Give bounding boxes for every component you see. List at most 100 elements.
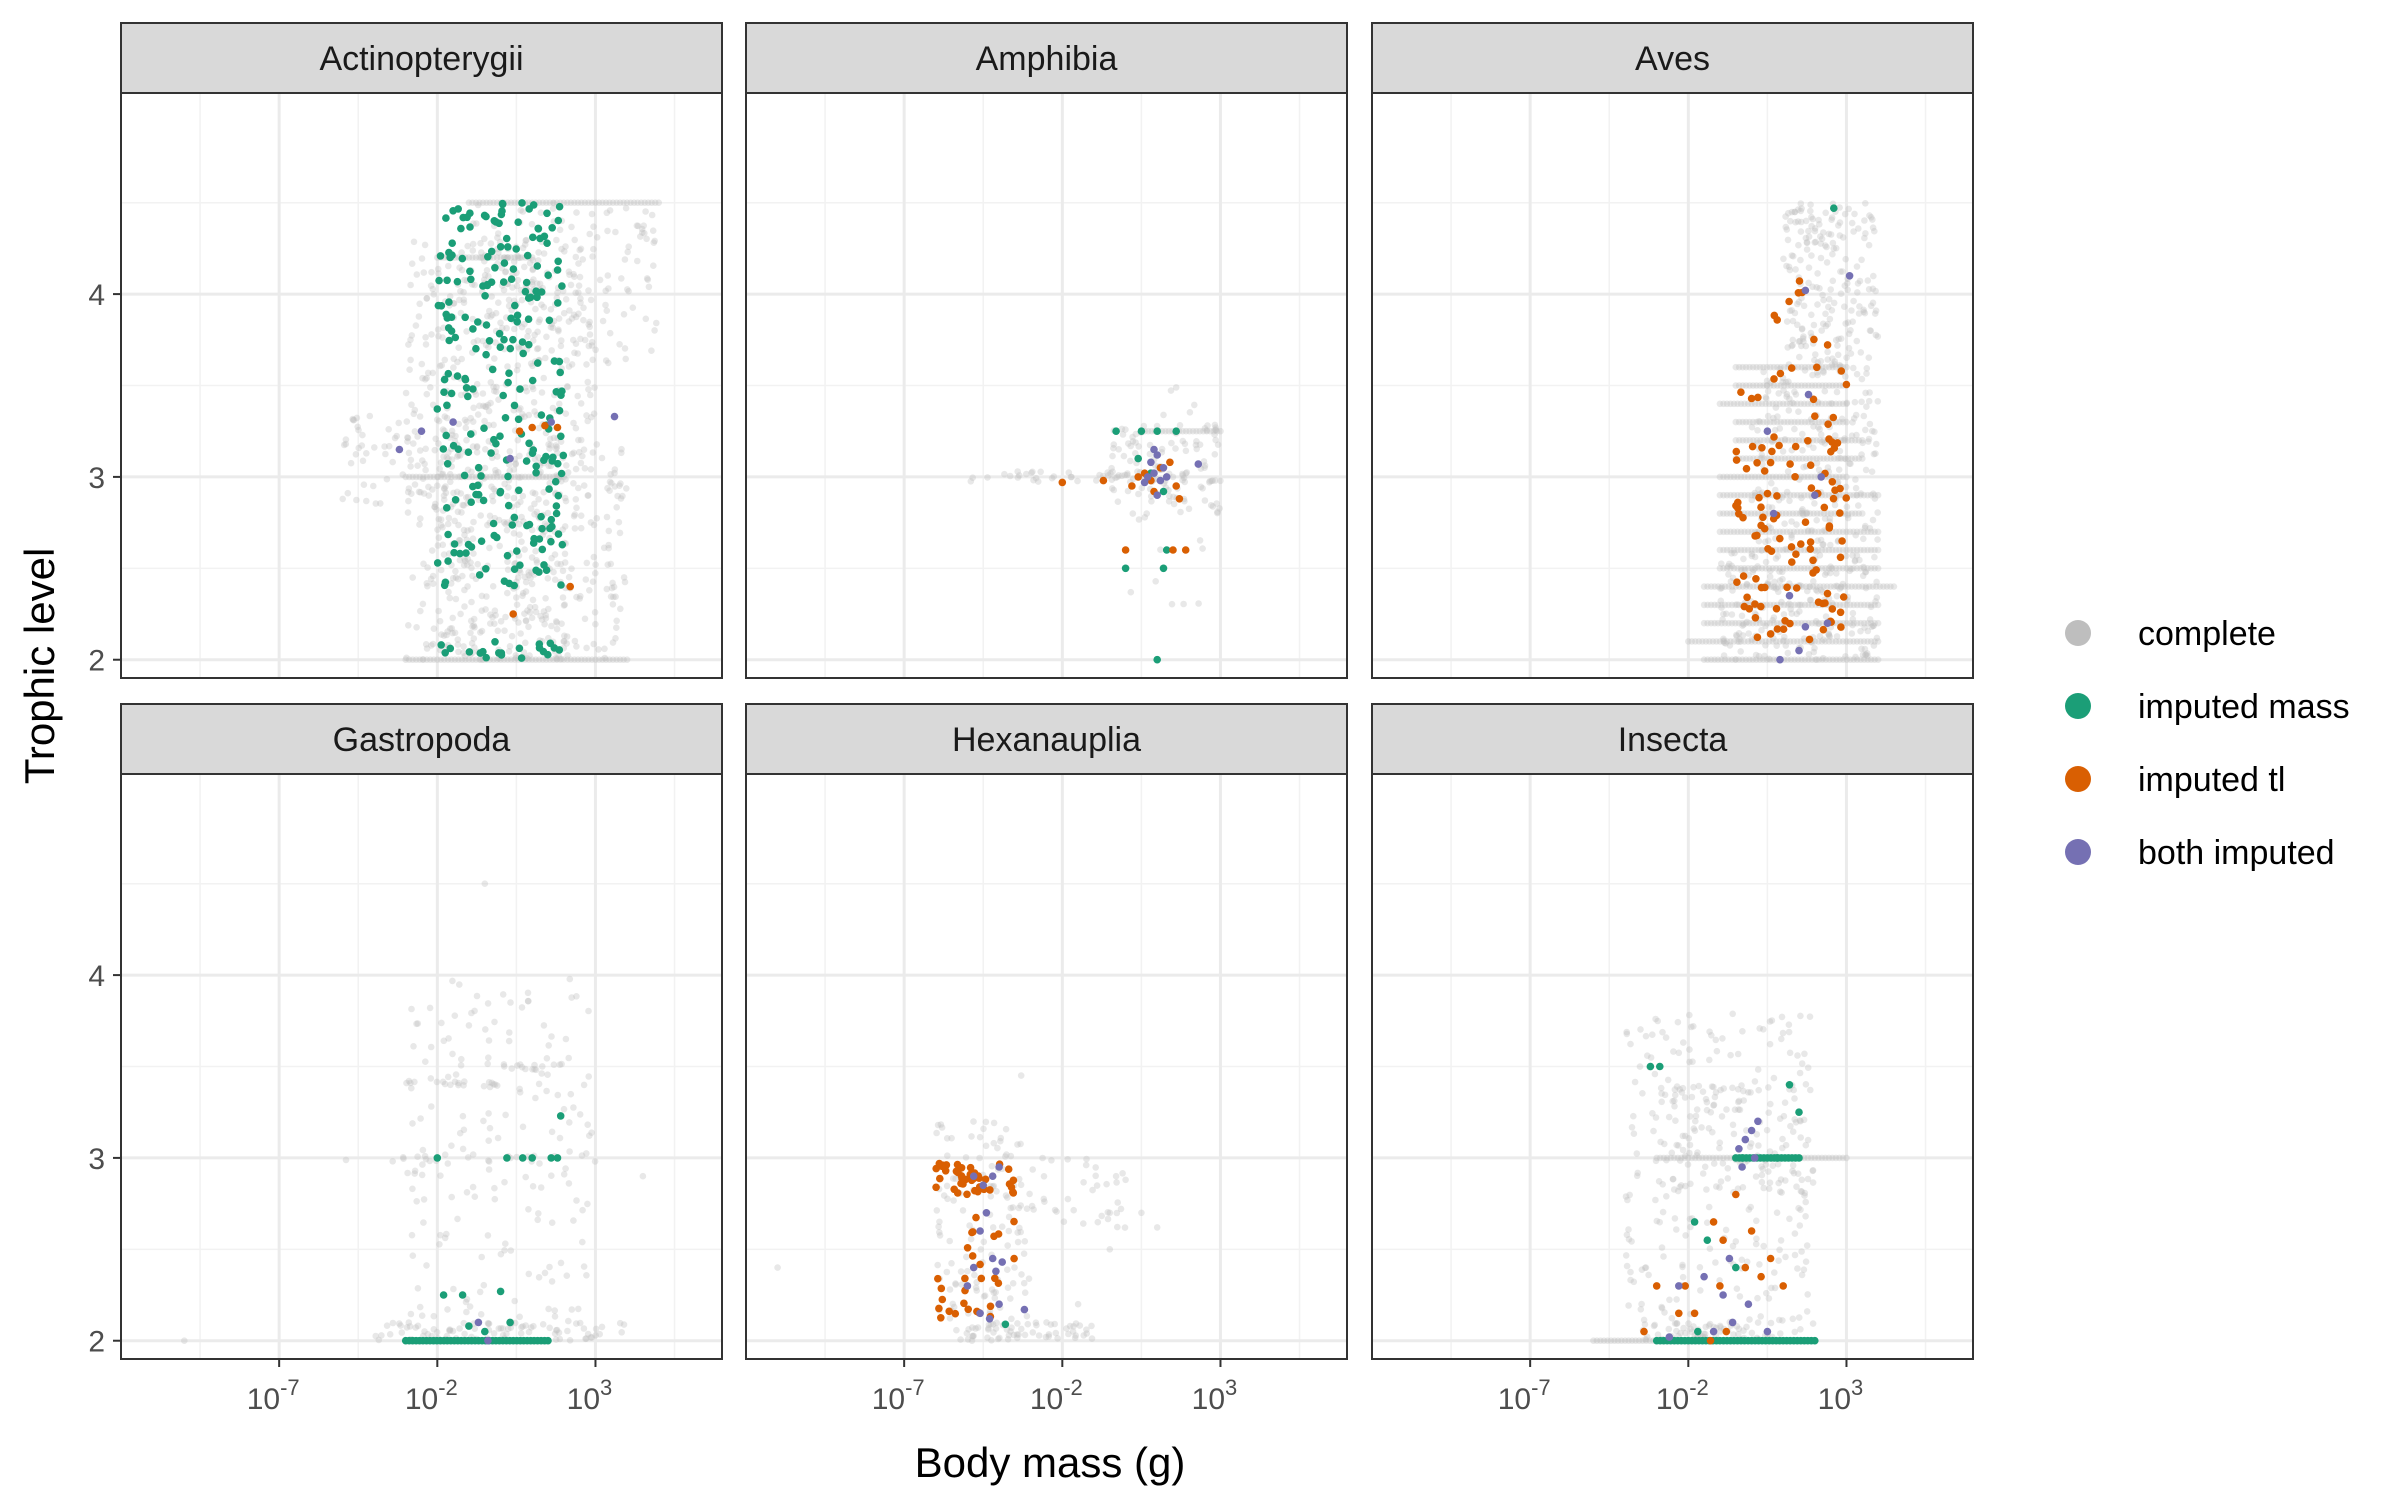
data-point	[541, 1269, 549, 1277]
data-point	[1645, 1271, 1652, 1279]
data-point	[444, 520, 452, 528]
data-point	[544, 1336, 552, 1345]
data-point	[1786, 460, 1794, 468]
data-point	[1786, 266, 1794, 274]
data-point	[1121, 471, 1129, 479]
data-point	[514, 501, 521, 509]
data-point	[496, 432, 504, 441]
data-point	[459, 1145, 467, 1153]
data-point	[1108, 464, 1115, 472]
data-point	[586, 318, 593, 326]
data-point	[601, 645, 608, 653]
data-point	[1632, 1337, 1639, 1344]
data-point	[1804, 437, 1812, 445]
data-point	[1748, 400, 1755, 408]
data-point	[1853, 491, 1861, 499]
data-point	[1706, 1336, 1715, 1345]
data-point	[389, 1319, 397, 1327]
data-point	[592, 620, 599, 628]
data-point	[972, 1213, 980, 1222]
data-point	[506, 448, 514, 455]
data-point	[1842, 255, 1849, 263]
data-point	[616, 341, 623, 348]
data-point	[1663, 1193, 1670, 1200]
data-point	[510, 581, 518, 590]
data-point	[1719, 1291, 1727, 1299]
data-point	[1791, 382, 1798, 389]
data-point	[516, 1089, 524, 1096]
data-point	[445, 336, 454, 345]
data-point	[483, 267, 491, 274]
data-point	[602, 199, 610, 206]
data-point	[1798, 294, 1805, 302]
data-point	[1150, 469, 1158, 478]
data-point	[1817, 240, 1824, 247]
data-point	[1774, 418, 1781, 426]
data-point	[1836, 491, 1843, 499]
data-point	[516, 385, 524, 393]
data-point	[1790, 1169, 1798, 1177]
data-point	[1788, 534, 1795, 541]
data-point	[1791, 208, 1799, 216]
data-point	[482, 565, 490, 573]
data-point	[586, 230, 593, 238]
data-point	[1829, 239, 1837, 247]
data-point	[1805, 601, 1812, 609]
data-point	[531, 408, 538, 415]
data-point	[1839, 580, 1847, 588]
data-point	[565, 1180, 573, 1187]
data-point	[584, 378, 592, 386]
data-point	[1864, 277, 1872, 284]
data-point	[1721, 601, 1729, 609]
data-point	[421, 1152, 429, 1160]
data-point	[1008, 1315, 1015, 1323]
data-point	[1094, 1218, 1102, 1226]
data-point	[1681, 1094, 1689, 1101]
data-point	[439, 541, 447, 549]
data-point	[1859, 439, 1866, 447]
data-point	[474, 318, 482, 326]
data-point	[529, 256, 537, 264]
data-point	[1797, 491, 1805, 499]
data-point	[1792, 391, 1800, 398]
data-point	[1801, 656, 1809, 663]
data-point	[1772, 486, 1779, 494]
data-point	[1765, 1084, 1772, 1091]
data-point	[514, 415, 523, 424]
data-point	[1749, 568, 1757, 576]
data-point	[545, 1042, 552, 1049]
data-point	[409, 1252, 417, 1259]
data-point	[1625, 1226, 1632, 1233]
data-point	[1829, 277, 1837, 285]
data-point	[447, 389, 456, 398]
data-point	[1657, 1138, 1664, 1146]
data-point	[1754, 1294, 1761, 1302]
data-point	[543, 239, 551, 247]
data-point	[1774, 455, 1782, 462]
data-point	[1787, 364, 1796, 372]
data-point	[1848, 219, 1856, 227]
data-point	[968, 1337, 976, 1344]
data-point	[1733, 1285, 1741, 1292]
data-point	[1779, 568, 1786, 576]
data-point	[1847, 619, 1854, 627]
data-point	[531, 490, 539, 497]
x-tick-base: 10	[247, 1383, 280, 1416]
data-point	[943, 1182, 951, 1190]
data-point	[643, 235, 650, 243]
data-point	[591, 384, 598, 391]
data-point	[1724, 1175, 1732, 1182]
data-point	[1093, 1182, 1101, 1189]
data-point	[573, 643, 580, 650]
data-point	[1845, 344, 1853, 352]
data-point	[1752, 1240, 1760, 1248]
data-point	[522, 617, 530, 625]
data-point	[481, 880, 489, 887]
data-point	[1797, 565, 1805, 572]
data-point	[518, 1154, 527, 1162]
data-point	[1784, 344, 1791, 351]
data-point	[1813, 516, 1820, 524]
data-point	[1742, 382, 1750, 389]
data-point	[386, 1331, 394, 1338]
data-point	[1775, 441, 1783, 450]
